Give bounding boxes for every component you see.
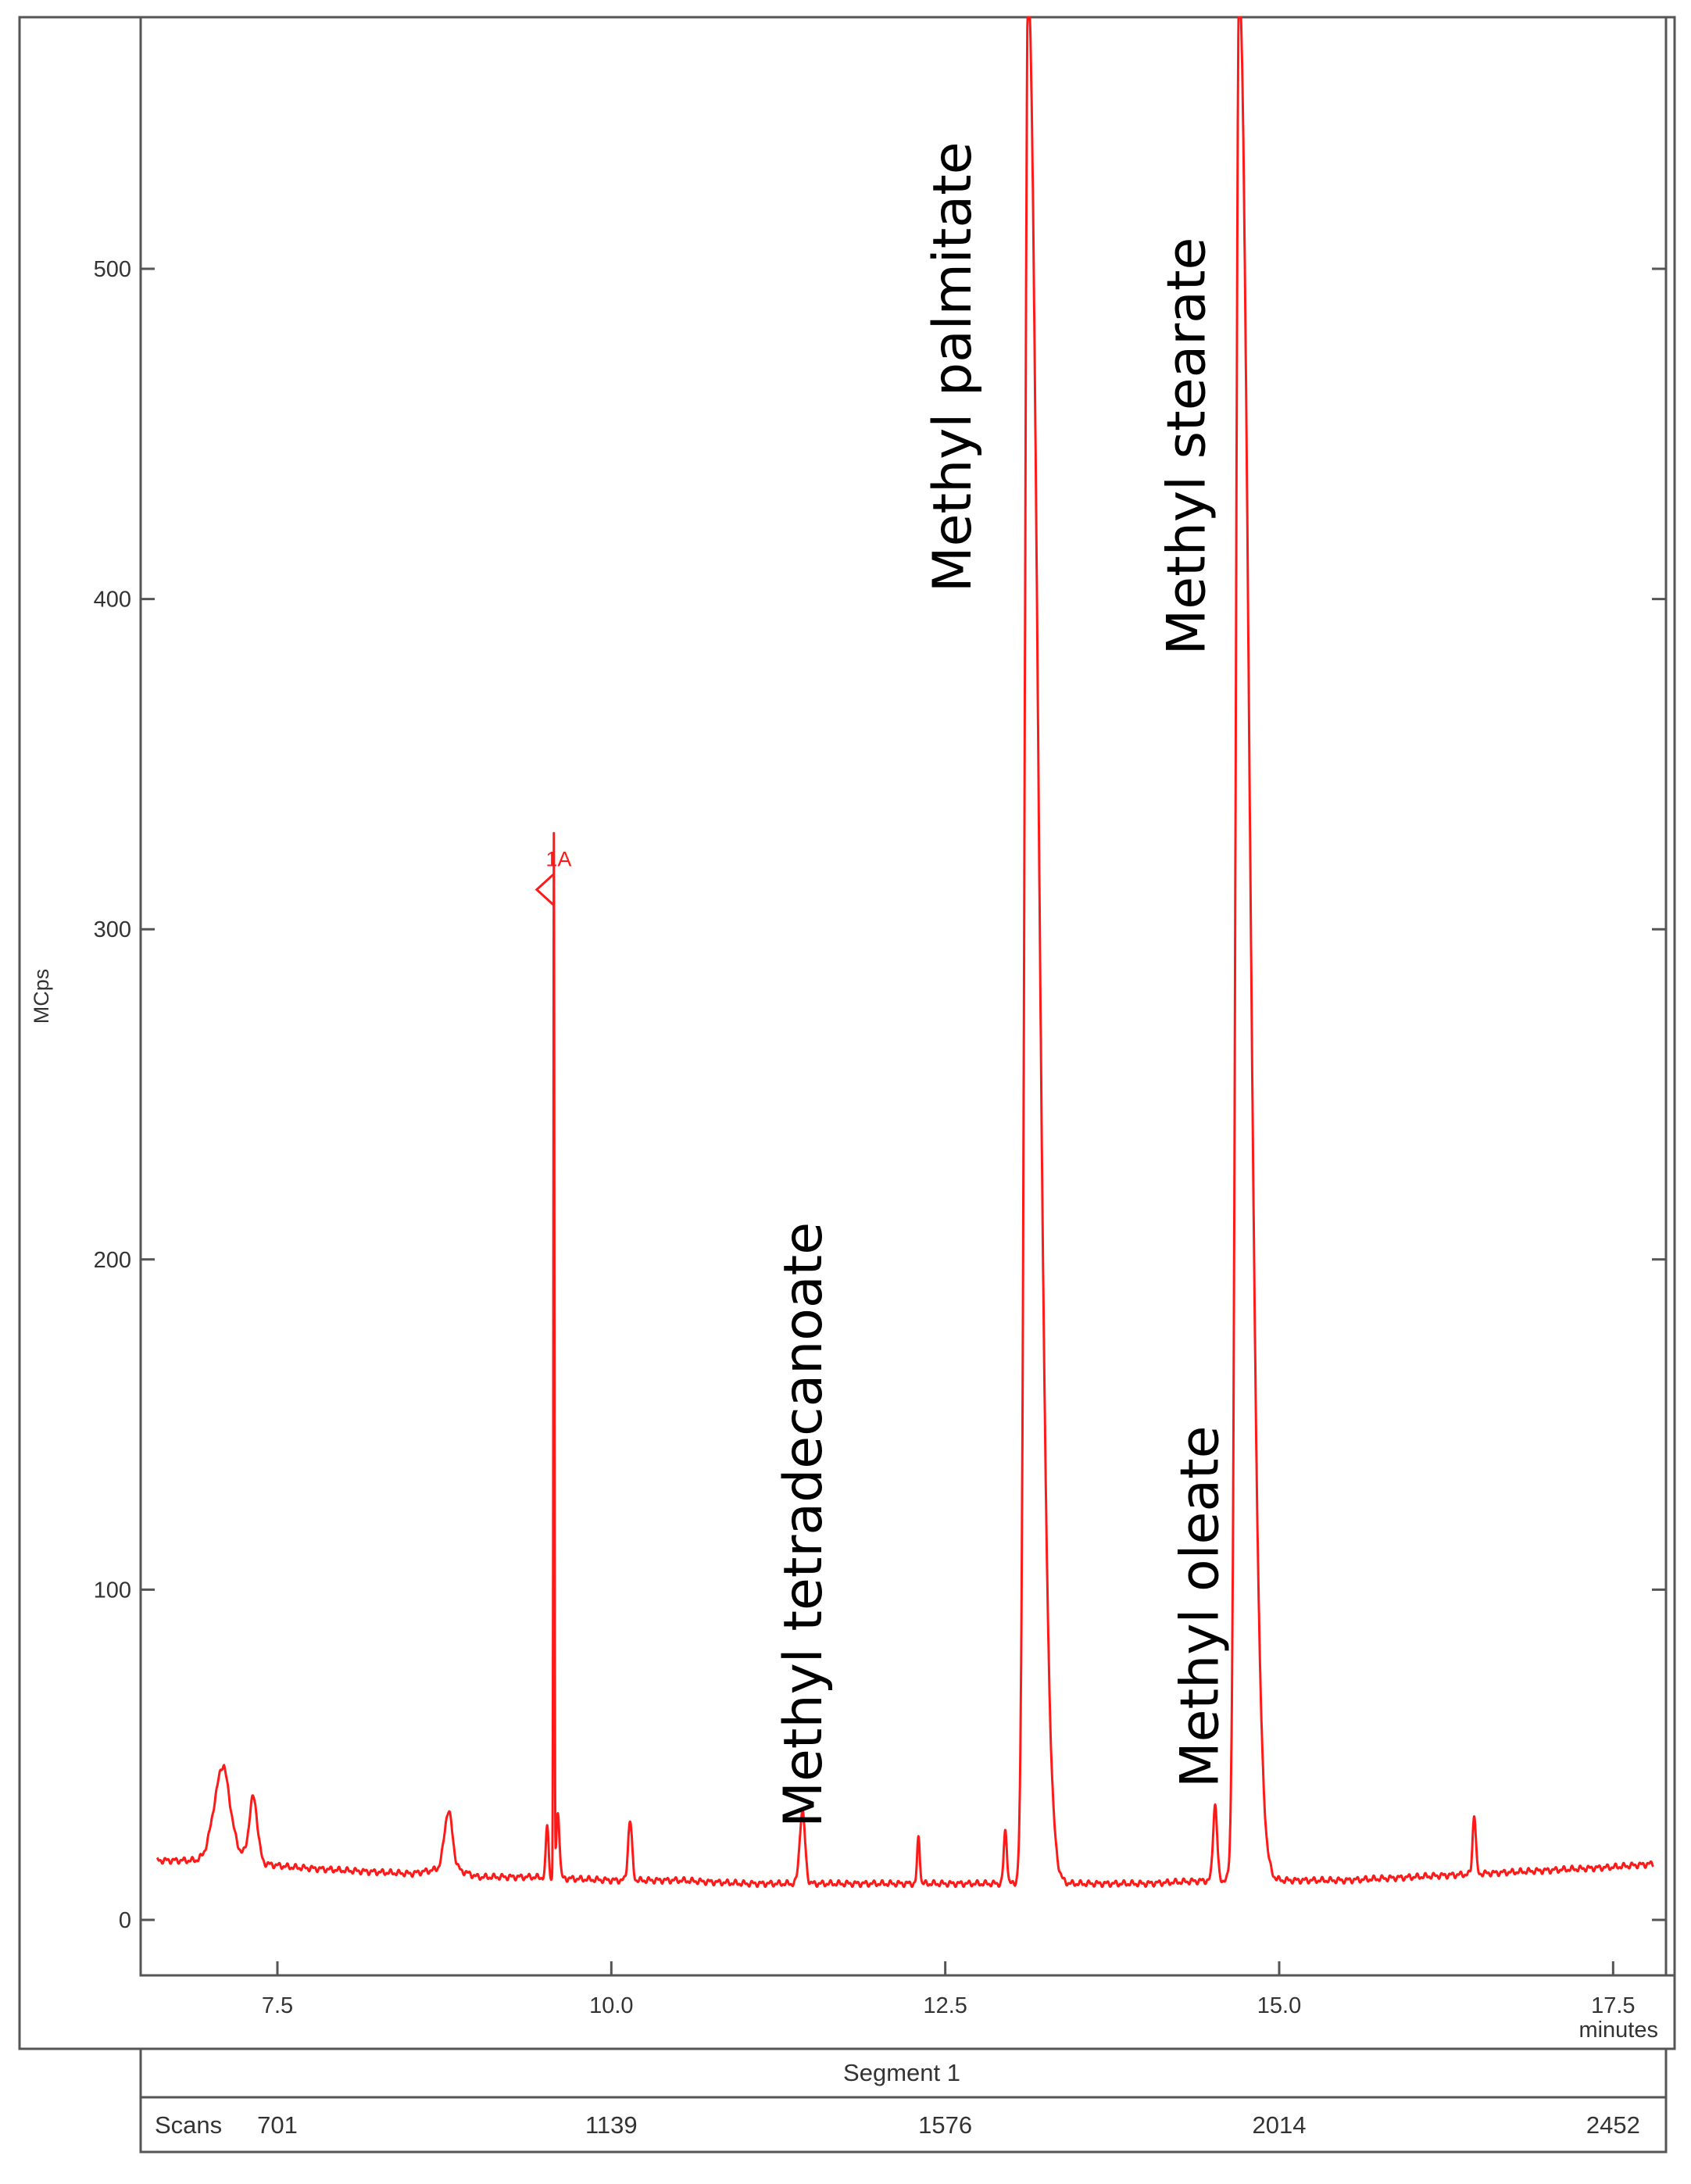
trace-layer xyxy=(156,16,1654,1889)
y-axis-ticks: 0 100 200 300 400 500 xyxy=(94,257,1666,1933)
outer-frame xyxy=(18,16,1676,2050)
chromatogram-trace xyxy=(156,16,1654,1889)
scan-tick-label: 701 xyxy=(257,2111,298,2139)
compound-label: Methyl tetradecanoate xyxy=(773,1222,835,1828)
scan-tick-label: 2014 xyxy=(1253,2111,1307,2139)
y-tick-label: 200 xyxy=(94,1248,131,1273)
peak-marker-label: 1A xyxy=(545,847,571,870)
annotation-layer: 1A Methyl tetradecanoate Methyl palmitate M… xyxy=(534,141,1231,1828)
x-tick-label: 7.5 xyxy=(262,1993,293,2018)
x-tick-label: 10.0 xyxy=(589,1993,633,2018)
x-tick-label: 17.5 xyxy=(1591,1993,1635,2018)
x-tick-label: 12.5 xyxy=(923,1993,967,2018)
y-tick-label: 100 xyxy=(94,1578,131,1603)
peak-marker-icon xyxy=(534,873,555,906)
y-tick-label: 400 xyxy=(94,588,131,613)
x-tick-label: 15.0 xyxy=(1257,1993,1301,2018)
y-tick-label: 300 xyxy=(94,917,131,942)
scan-tick-label: 2452 xyxy=(1586,2111,1640,2139)
scans-box xyxy=(139,2096,1668,2154)
scan-tick-label: 1139 xyxy=(585,2111,638,2139)
scan-tick-label: 1576 xyxy=(918,2111,972,2139)
scans-label: Scans xyxy=(155,2111,222,2139)
compound-label: Methyl palmitate xyxy=(922,141,984,592)
x-axis-ticks: 7.5 10.0 12.5 15.0 17.5 xyxy=(262,1961,1636,2018)
segment-label: Segment 1 xyxy=(843,2059,960,2086)
y-tick-label: 500 xyxy=(94,257,131,282)
scan-tick-labels: 701 1139 1576 2014 2452 xyxy=(257,2111,1640,2139)
x-axis-label: minutes xyxy=(1578,2018,1658,2043)
y-axis-label: MCps xyxy=(30,969,53,1024)
plot-frame xyxy=(139,16,1668,1977)
compound-label: Methyl stearate xyxy=(1156,238,1217,656)
compound-label: Methyl oleate xyxy=(1169,1425,1231,1788)
y-tick-label: 0 xyxy=(119,1908,131,1933)
